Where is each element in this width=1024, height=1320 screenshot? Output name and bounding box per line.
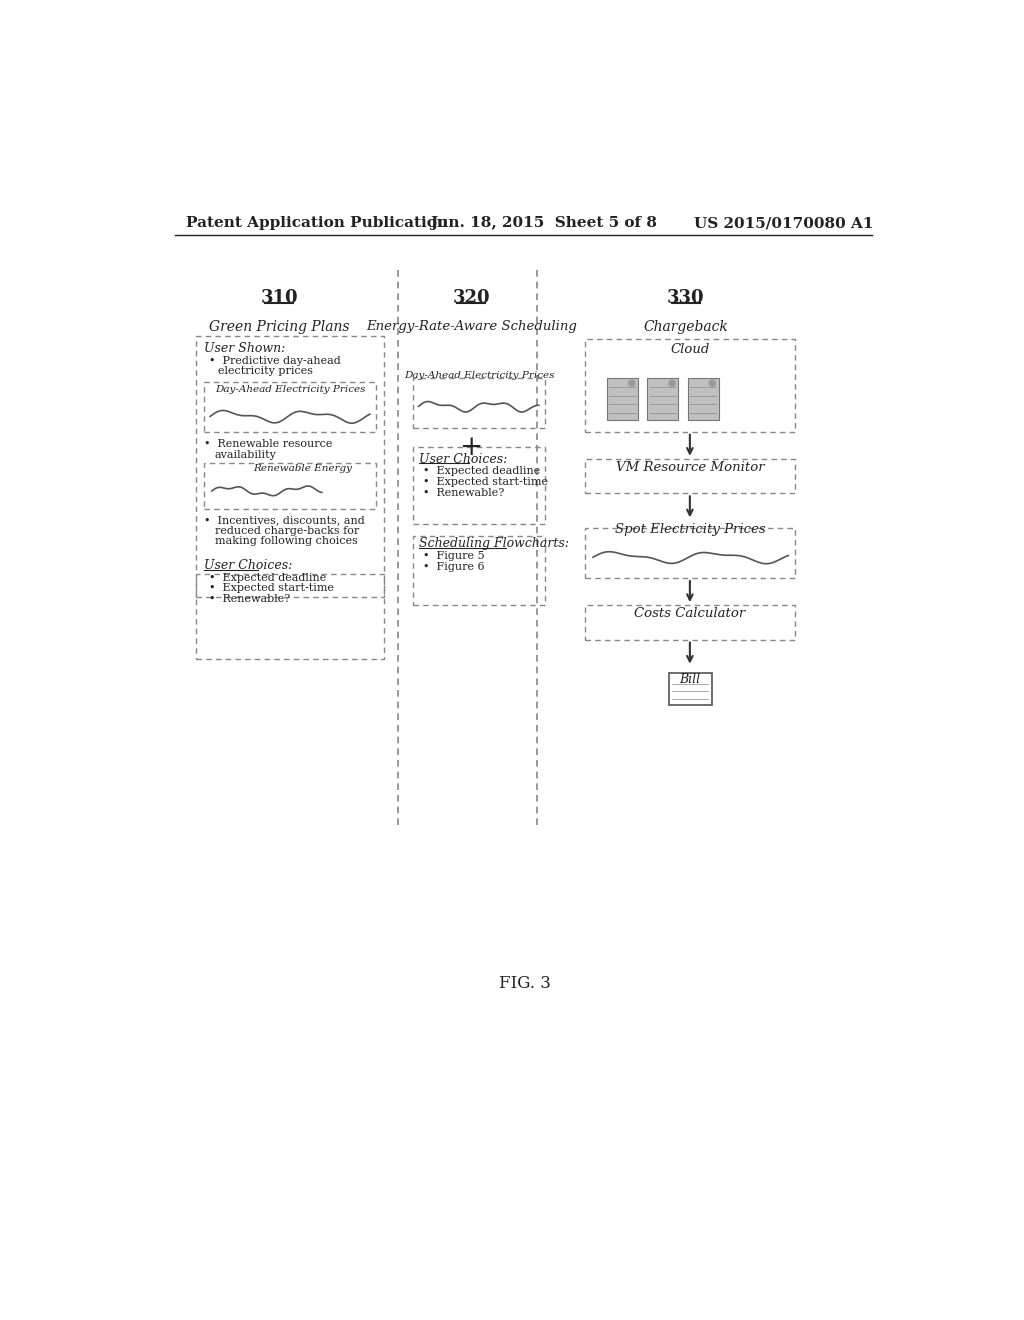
Text: Spot Electricity Prices: Spot Electricity Prices (614, 523, 765, 536)
Text: +: + (460, 434, 483, 461)
Text: •  Renewable?: • Renewable? (423, 488, 505, 498)
Text: Day-Ahead Electricity Prices: Day-Ahead Electricity Prices (403, 371, 554, 380)
Text: •  Expected start-time: • Expected start-time (423, 478, 548, 487)
Circle shape (669, 380, 675, 387)
Text: VM Resource Monitor: VM Resource Monitor (615, 461, 764, 474)
Text: Renewable Energy: Renewable Energy (254, 465, 352, 473)
Text: •  Incentives, discounts, and: • Incentives, discounts, and (204, 515, 365, 525)
Text: electricity prices: electricity prices (218, 367, 313, 376)
Text: •  Expected start-time: • Expected start-time (209, 583, 334, 594)
Bar (669, 673, 712, 705)
Text: Chargeback: Chargeback (644, 321, 728, 334)
Bar (586, 605, 795, 640)
Bar (197, 335, 384, 598)
Text: 310: 310 (260, 289, 298, 308)
Bar (607, 378, 638, 420)
Bar (687, 378, 719, 420)
Text: User Choices:: User Choices: (419, 453, 507, 466)
Text: Energy-Rate-Aware Scheduling: Energy-Rate-Aware Scheduling (366, 321, 577, 333)
Text: User Choices:: User Choices: (204, 558, 292, 572)
Text: •  Expected deadline: • Expected deadline (209, 573, 326, 582)
Text: Cloud: Cloud (670, 343, 710, 356)
Bar (414, 447, 545, 524)
Text: Jun. 18, 2015  Sheet 5 of 8: Jun. 18, 2015 Sheet 5 of 8 (430, 216, 657, 230)
Text: •  Figure 6: • Figure 6 (423, 562, 485, 572)
Text: •  Predictive day-ahead: • Predictive day-ahead (209, 355, 340, 366)
Bar (204, 462, 376, 508)
Text: US 2015/0170080 A1: US 2015/0170080 A1 (693, 216, 873, 230)
Text: 320: 320 (453, 289, 490, 308)
Text: Patent Application Publication: Patent Application Publication (186, 216, 449, 230)
Bar (586, 459, 795, 494)
Text: Costs Calculator: Costs Calculator (634, 607, 745, 619)
Text: availability: availability (215, 450, 276, 461)
Text: Day-Ahead Electricity Prices: Day-Ahead Electricity Prices (215, 385, 366, 393)
Text: User Shown:: User Shown: (204, 342, 286, 355)
Text: •  Renewable resource: • Renewable resource (204, 440, 333, 449)
Bar (414, 378, 545, 428)
Bar (414, 536, 545, 605)
Bar (197, 574, 384, 659)
Bar (586, 528, 795, 578)
Text: 330: 330 (668, 289, 705, 308)
Text: reduced charge-backs for: reduced charge-backs for (215, 525, 359, 536)
Text: Bill: Bill (679, 673, 700, 686)
Bar (647, 378, 678, 420)
Text: •  Renewable?: • Renewable? (209, 594, 290, 605)
Text: •  Expected deadline: • Expected deadline (423, 466, 541, 477)
Text: making following choices: making following choices (215, 536, 357, 546)
Text: Scheduling Flowcharts:: Scheduling Flowcharts: (419, 537, 568, 550)
Bar (204, 381, 376, 432)
Circle shape (629, 380, 635, 387)
Text: FIG. 3: FIG. 3 (499, 974, 551, 991)
Bar (586, 339, 795, 432)
Text: •  Figure 5: • Figure 5 (423, 552, 485, 561)
Text: Green Pricing Plans: Green Pricing Plans (209, 321, 349, 334)
Circle shape (710, 380, 716, 387)
